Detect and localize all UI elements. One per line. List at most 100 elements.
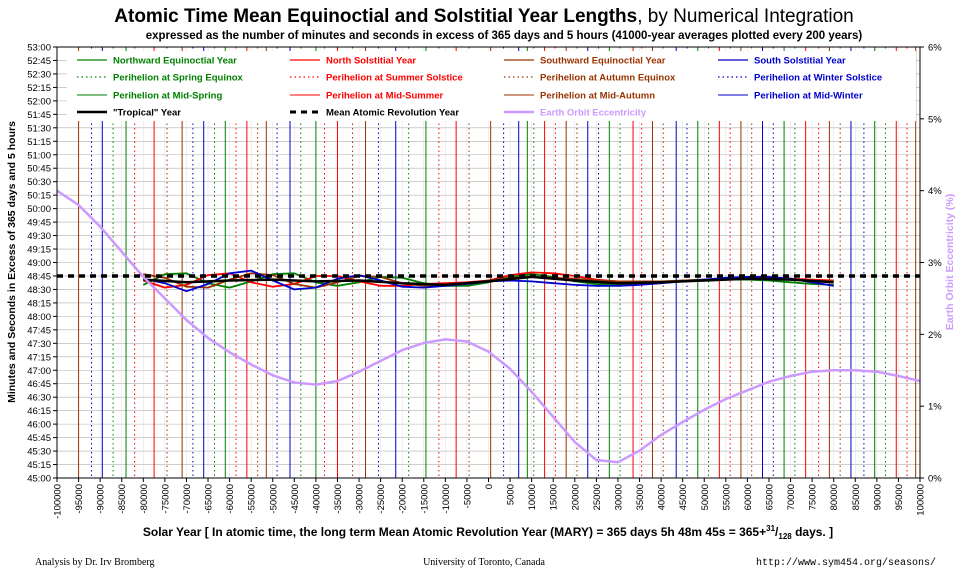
x-tick-label: 80000 [829, 484, 840, 510]
x-tick-label: -60000 [225, 484, 236, 514]
y-tick-label: 49:45 [27, 218, 51, 229]
x-tick-label: 30000 [613, 484, 624, 510]
series-line-tropical [143, 275, 834, 287]
y-tick-label: 47:30 [27, 339, 51, 350]
legend-box [67, 51, 916, 121]
x-tick-label: 35000 [635, 484, 646, 510]
x-tick-label: 25000 [592, 484, 603, 510]
legend-label: North Solstitial Year [326, 56, 416, 67]
y-tick-label: 48:45 [27, 271, 51, 282]
y2-tick-label: 0% [928, 474, 942, 485]
x-tick-label: 15000 [549, 484, 560, 510]
y-tick-label: 49:15 [27, 245, 51, 256]
x-tick-label: -40000 [311, 484, 322, 514]
x-axis-label: Solar Year [ In atomic time, the long te… [143, 524, 833, 541]
x-tick-label: -5000 [462, 484, 473, 508]
legend-label: Perihelion at Autumn Equinox [540, 73, 676, 84]
legend-label: Southward Equinoctial Year [540, 56, 666, 67]
series-layer [56, 189, 921, 464]
x-tick-label: -35000 [333, 484, 344, 514]
x-axis-label-slash: / [775, 525, 779, 539]
x-tick-label: 45000 [678, 484, 689, 510]
legend-label: Earth Orbit Eccentricity [540, 108, 647, 119]
y-axis-ticks: 45:00 45:15 45:30 45:45 46:00 46:15 46:30 46:45… [27, 43, 57, 485]
y-tick-label: 51:00 [27, 150, 51, 161]
y-tick-label: 47:45 [27, 325, 51, 336]
y2-tick-label: 2% [928, 330, 942, 341]
x-tick-label: -25000 [376, 484, 387, 514]
x-tick-label: -15000 [419, 484, 430, 514]
chart-title: Atomic Time Mean Equinoctial and Solstit… [114, 6, 853, 27]
footer-university: University of Toronto, Canada [423, 557, 545, 568]
y-tick-label: 50:00 [27, 204, 51, 215]
x-tick-label: -95000 [74, 484, 85, 514]
x-axis-label-sup: 31 [766, 524, 775, 533]
y-axis-label: Minutes and Seconds in Excess of 365 day… [6, 121, 18, 403]
footer-url[interactable]: http://www.sym454.org/seasons/ [756, 557, 936, 569]
x-tick-label: 85000 [851, 484, 862, 510]
legend-label: Perihelion at Mid-Autumn [540, 91, 655, 102]
x-tick-label: -55000 [247, 484, 258, 514]
y2-tick-label: 1% [928, 402, 942, 413]
y2-tick-label: 5% [928, 114, 942, 125]
x-tick-label: -80000 [139, 484, 150, 514]
y-tick-label: 50:45 [27, 164, 51, 175]
legend-label: South Solstitial Year [754, 56, 846, 67]
y-tick-label: 46:00 [27, 420, 51, 431]
x-tick-label: -30000 [355, 484, 366, 514]
x-tick-label: -70000 [182, 484, 193, 514]
legend-label: Perihelion at Spring Equinox [113, 73, 244, 84]
y-tick-label: 50:15 [27, 191, 51, 202]
y-tick-label: 45:00 [27, 474, 51, 485]
x-tick-label: -10000 [441, 484, 452, 514]
y-tick-label: 46:45 [27, 379, 51, 390]
legend-label: Mean Atomic Revolution Year [326, 108, 459, 119]
y2-tick-label: 4% [928, 186, 942, 197]
legend-label: Perihelion at Mid-Spring [113, 91, 222, 102]
y-tick-label: 51:15 [27, 137, 51, 148]
x-axis-label-suffix: days. ] [792, 525, 833, 539]
x-axis-label-sub: 128 [778, 532, 792, 541]
x-tick-label: 90000 [872, 484, 883, 510]
y-tick-label: 49:00 [27, 258, 51, 269]
x-tick-label: 95000 [894, 484, 905, 510]
x-tick-label: 5000 [506, 484, 517, 505]
footer-author: Analysis by Dr. Irv Bromberg [35, 557, 155, 568]
y-tick-label: 46:30 [27, 393, 51, 404]
y-tick-label: 52:15 [27, 83, 51, 94]
x-tick-label: 55000 [721, 484, 732, 510]
chart-subtitle: expressed as the number of minutes and s… [146, 30, 863, 42]
x-tick-label: -85000 [117, 484, 128, 514]
y-tick-label: 47:00 [27, 366, 51, 377]
chart-title-suffix: , by Numerical Integration [637, 6, 854, 27]
x-tick-label: -20000 [398, 484, 409, 514]
x-axis-ticks: -100000 -95000 -90000 -85000 -80000 -75000 -70… [53, 478, 927, 519]
y-tick-label: 48:00 [27, 312, 51, 323]
x-tick-label: 40000 [657, 484, 668, 510]
y2-tick-label: 3% [928, 258, 942, 269]
legend-label: Perihelion at Winter Solstice [754, 73, 882, 84]
x-tick-label: 65000 [764, 484, 775, 510]
x-tick-label: 20000 [570, 484, 581, 510]
legend: Northward Equinoctial Year North Solstiti… [67, 51, 916, 121]
legend-label: Perihelion at Summer Solstice [326, 73, 463, 84]
y-tick-label: 48:30 [27, 285, 51, 296]
legend-label: Northward Equinoctial Year [113, 56, 237, 67]
chart-title-main: Atomic Time Mean Equinoctial and Solstit… [114, 6, 637, 27]
y-tick-label: 52:00 [27, 96, 51, 107]
y-tick-label: 52:30 [27, 69, 51, 80]
legend-label: "Tropical" Year [113, 108, 181, 119]
y-tick-label: 46:15 [27, 406, 51, 417]
y-tick-label: 52:45 [27, 56, 51, 67]
y-tick-label: 45:30 [27, 447, 51, 458]
x-tick-label: -75000 [160, 484, 171, 514]
y-tick-label: 45:15 [27, 460, 51, 471]
x-tick-label: -50000 [268, 484, 279, 514]
x-tick-label: 70000 [786, 484, 797, 510]
x-tick-label: 100000 [916, 484, 927, 516]
y-tick-label: 51:45 [27, 110, 51, 121]
y-tick-label: 49:30 [27, 231, 51, 242]
x-tick-label: -45000 [290, 484, 301, 514]
y-tick-label: 47:15 [27, 352, 51, 363]
y-tick-label: 53:00 [27, 43, 51, 54]
